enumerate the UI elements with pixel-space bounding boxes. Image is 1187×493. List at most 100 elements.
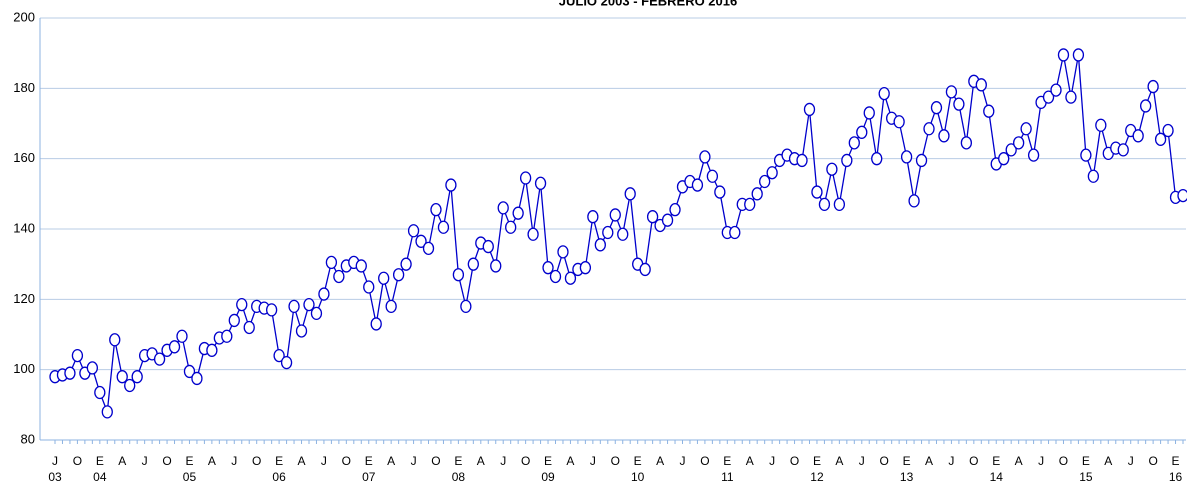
data-point: [445, 178, 457, 192]
x-tick-label: J: [1038, 454, 1044, 468]
data-point: [1177, 188, 1187, 203]
data-point: [482, 239, 494, 254]
x-tick-label: O: [969, 454, 978, 468]
data-point: [124, 378, 136, 393]
x-tick-label: J: [411, 454, 417, 468]
data-point: [1087, 169, 1100, 183]
data-point: [534, 176, 547, 190]
x-tick-label: O: [790, 454, 799, 468]
data-point: [512, 206, 524, 220]
x-tick-label: A: [387, 454, 395, 468]
data-point: [691, 178, 704, 192]
data-point: [228, 313, 240, 328]
data-point: [998, 152, 1010, 166]
data-point: [661, 213, 674, 227]
data-point: [915, 153, 928, 168]
data-point: [191, 371, 203, 386]
data-point: [392, 268, 405, 282]
data-point: [519, 171, 532, 185]
data-point: [303, 297, 315, 312]
data-point: [86, 361, 99, 375]
data-point: [594, 238, 606, 252]
data-point: [602, 225, 614, 240]
data-point: [64, 366, 76, 380]
data-point: [759, 174, 771, 189]
x-year-label: 06: [272, 470, 286, 484]
data-point: [796, 153, 808, 168]
x-tick-label: E: [275, 454, 283, 468]
x-tick-label: E: [454, 454, 462, 468]
data-point: [930, 101, 943, 115]
data-point: [1042, 90, 1055, 104]
x-tick-label: J: [321, 454, 327, 468]
data-point: [1147, 79, 1159, 94]
x-tick-label: A: [208, 454, 216, 468]
x-tick-label: O: [431, 454, 440, 468]
data-point: [221, 329, 233, 343]
data-point: [318, 287, 330, 301]
data-point: [706, 169, 719, 183]
data-point: [579, 261, 592, 275]
x-tick-label: O: [1059, 454, 1068, 468]
x-tick-label: A: [925, 454, 933, 468]
data-point: [1057, 48, 1070, 62]
data-point: [557, 245, 569, 259]
data-point: [923, 122, 935, 136]
data-point: [549, 269, 562, 284]
data-point: [378, 271, 390, 285]
data-point: [863, 106, 875, 120]
data-point: [265, 303, 278, 317]
data-point: [908, 194, 920, 208]
data-point: [1162, 123, 1174, 138]
data-point: [71, 348, 84, 363]
data-point: [467, 257, 479, 271]
x-tick-label: E: [544, 454, 552, 468]
x-year-label: 03: [48, 470, 62, 484]
data-point: [310, 306, 323, 321]
x-tick-label: A: [298, 454, 306, 468]
data-point: [288, 299, 300, 314]
data-point: [841, 153, 853, 168]
x-tick-label: A: [835, 454, 843, 468]
x-tick-label: O: [252, 454, 261, 468]
data-point: [617, 227, 629, 241]
data-point: [490, 259, 502, 273]
x-tick-label: J: [500, 454, 506, 468]
x-year-label: 12: [810, 470, 824, 484]
y-tick-label: 160: [13, 150, 35, 165]
x-tick-label: E: [723, 454, 731, 468]
x-tick-label: A: [118, 454, 126, 468]
data-point: [744, 197, 756, 212]
data-point: [893, 115, 905, 129]
x-tick-label: O: [700, 454, 709, 468]
data-point: [430, 203, 442, 217]
x-tick-label: O: [880, 454, 889, 468]
x-tick-label: E: [1172, 454, 1180, 468]
data-point: [109, 333, 121, 347]
x-year-label: 15: [1079, 470, 1093, 484]
x-year-label: 16: [1169, 470, 1183, 484]
data-point: [325, 255, 338, 270]
data-point: [1065, 90, 1077, 104]
data-point: [131, 370, 143, 384]
data-point: [542, 261, 554, 275]
data-point: [1027, 148, 1040, 162]
data-point: [101, 405, 113, 419]
data-point: [116, 370, 128, 384]
x-tick-label: E: [1082, 454, 1090, 468]
data-point: [1072, 48, 1085, 62]
data-point: [385, 299, 397, 314]
x-tick-label: A: [477, 454, 485, 468]
data-point: [460, 299, 472, 314]
x-tick-label: J: [590, 454, 596, 468]
data-point: [236, 297, 248, 312]
x-year-label: 10: [631, 470, 645, 484]
data-point: [1050, 83, 1062, 97]
data-point: [878, 86, 890, 101]
data-point: [983, 104, 995, 118]
x-tick-label: A: [566, 454, 574, 468]
data-point: [639, 262, 651, 277]
data-point: [1117, 143, 1129, 157]
y-tick-label: 80: [21, 431, 35, 446]
data-point: [766, 166, 778, 180]
